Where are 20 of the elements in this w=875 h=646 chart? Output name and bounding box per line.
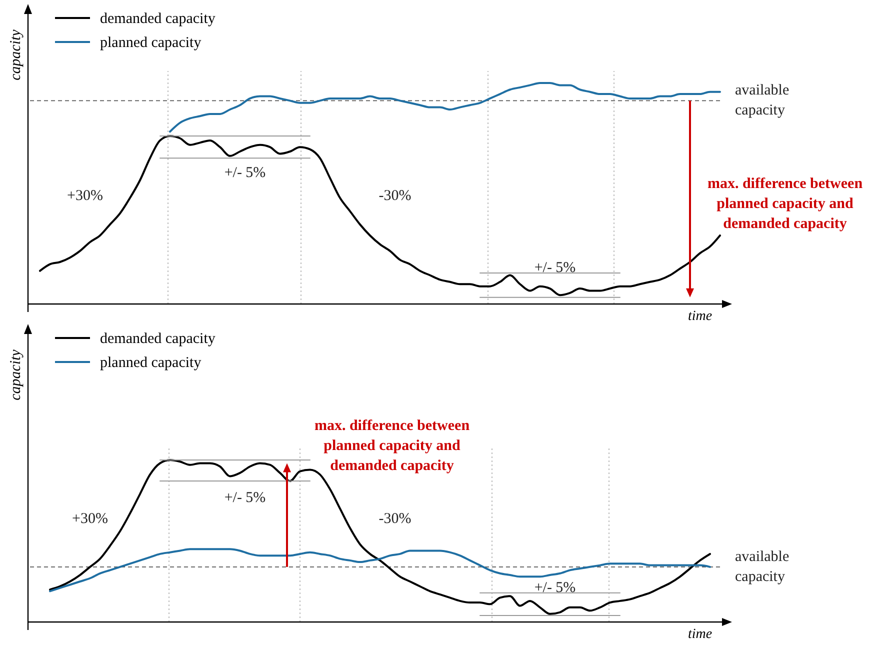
ref-line-label: available capacity (735, 548, 790, 585)
annotation: +/- 5% (534, 260, 576, 276)
annotation: max. difference between planned capacity and demanded capacity (707, 176, 864, 232)
annotation: +30% (67, 188, 103, 204)
legend-label: planned capacity (100, 35, 202, 51)
x-axis-title: time (688, 309, 712, 324)
annotation: -30% (378, 511, 412, 527)
annotation: +30% (72, 511, 108, 527)
y-axis-title: capacity (8, 29, 24, 80)
annotation: +/- 5% (224, 165, 266, 181)
ref-line-label: available capacity (735, 82, 790, 119)
annotation: -30% (378, 188, 412, 204)
annotation: +/- 5% (534, 580, 576, 596)
x-axis-title: time (688, 627, 712, 642)
legend-label: demanded capacity (100, 11, 216, 27)
y-axis-title: capacity (8, 349, 24, 400)
annotation: max. difference between planned capacity and demanded capacity (314, 418, 470, 474)
legend-label: planned capacity (100, 355, 202, 371)
legend-label: demanded capacity (100, 331, 216, 347)
annotation: +/- 5% (224, 490, 266, 506)
